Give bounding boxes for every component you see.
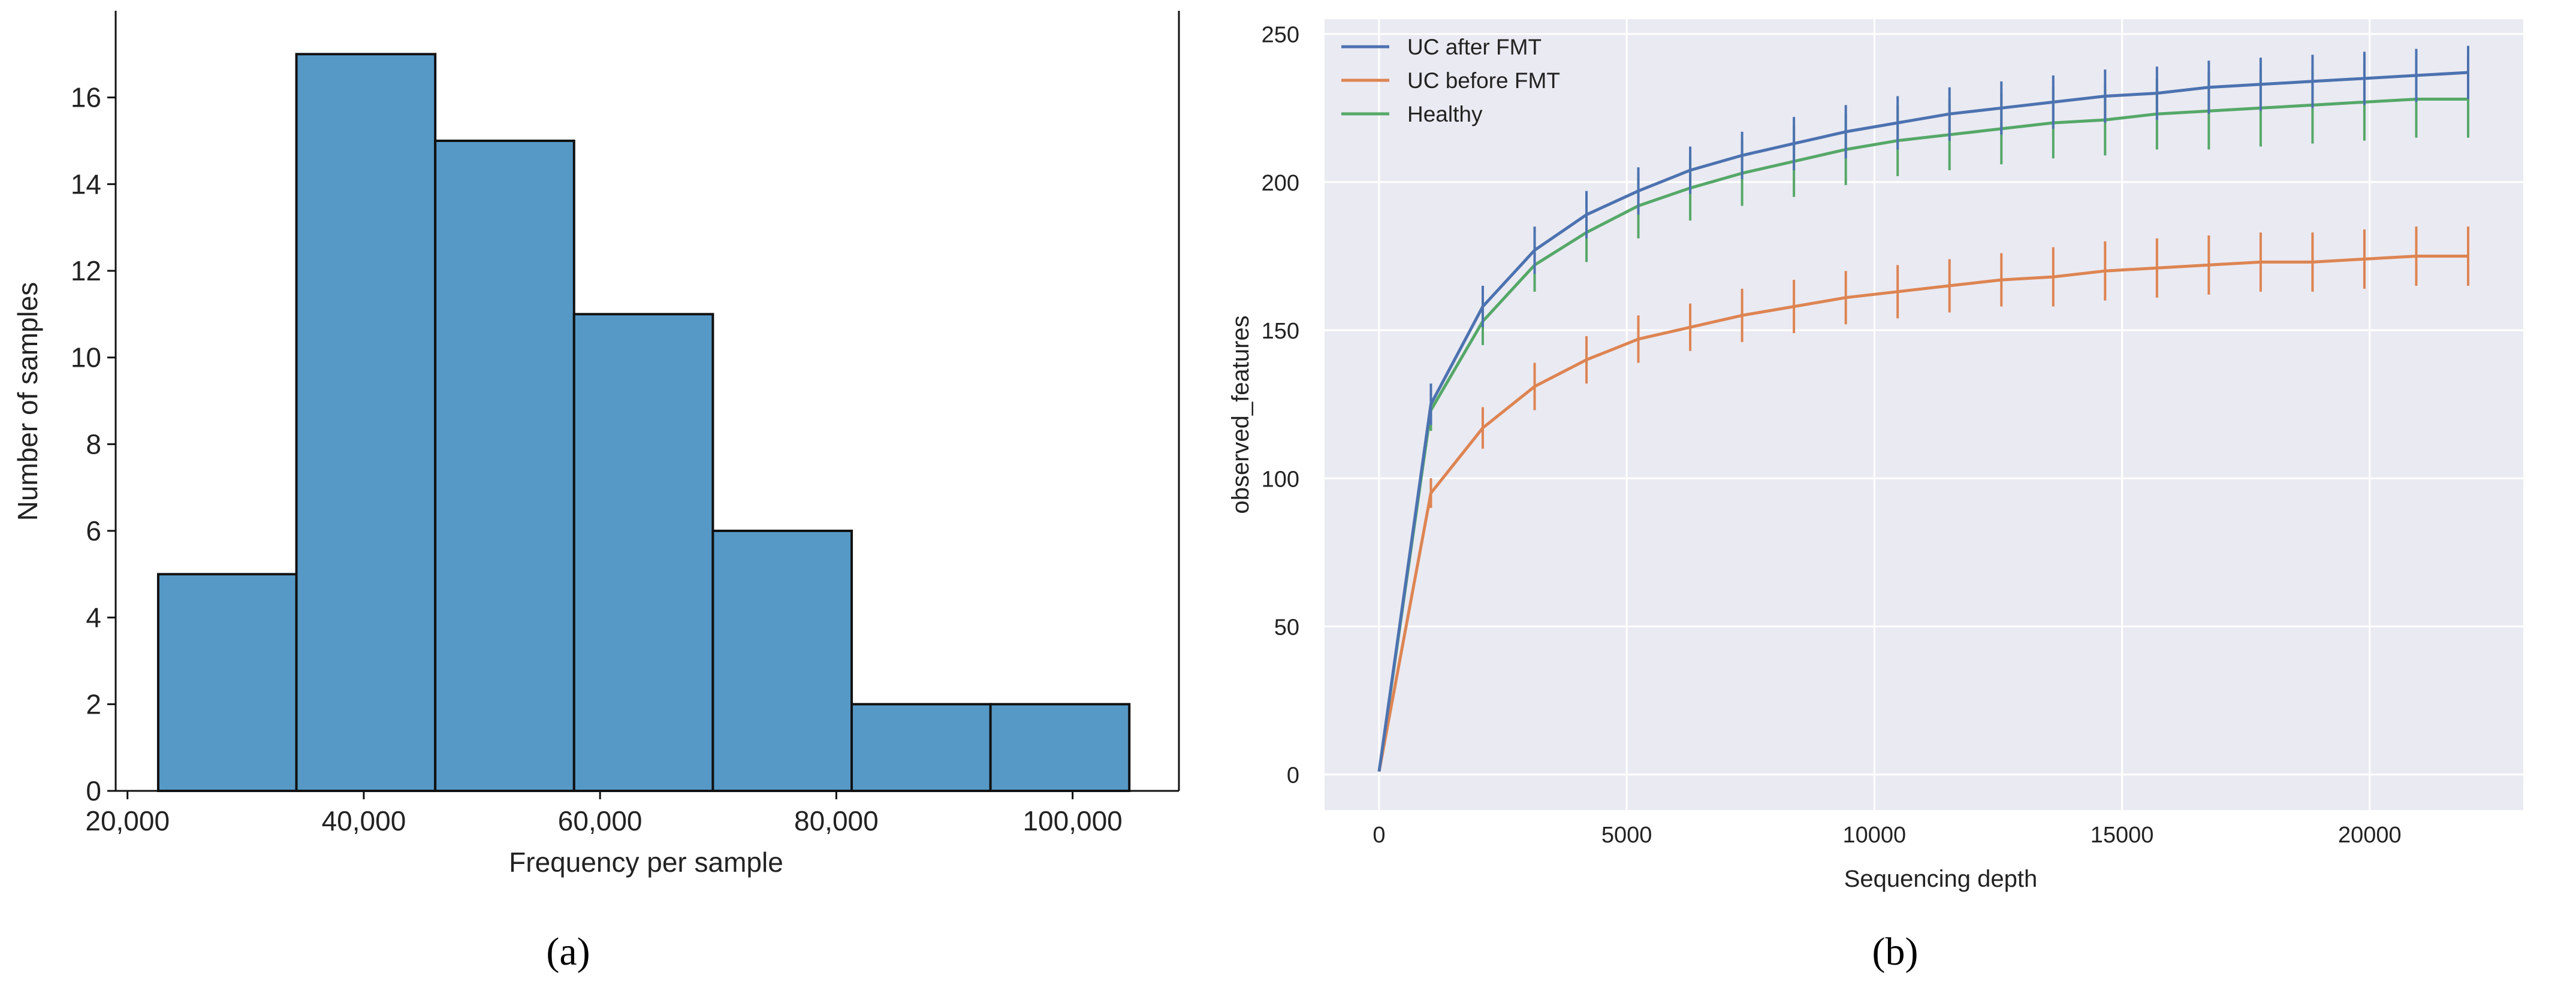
y-tick-label: 8 — [86, 428, 101, 460]
rarefaction-panel: 0 5000 10000 15000 20000 0 50 100 150 200 250 UC … — [1227, 19, 2523, 974]
rarefaction-x-axis-title: Sequencing depth — [1844, 866, 2038, 892]
gridlines — [1325, 19, 2523, 810]
legend-label: Healthy — [1407, 102, 1483, 126]
histogram-bar — [572, 313, 714, 792]
x-tick-label: 15000 — [2091, 823, 2154, 848]
x-tick-label: 100,000 — [1022, 805, 1122, 836]
x-tick-label: 40,000 — [322, 805, 406, 836]
x-tick-label: 20,000 — [85, 805, 170, 836]
y-tick-label: 14 — [71, 168, 101, 200]
y-tick-label: 0 — [1287, 763, 1299, 788]
y-tick-label: 0 — [86, 775, 101, 806]
histogram-y-ticks: 0 2 4 6 8 10 12 14 16 — [71, 82, 116, 806]
panel-a-label: (a) — [546, 930, 590, 974]
histogram-bar — [434, 140, 575, 792]
y-tick-label: 150 — [1262, 319, 1299, 344]
histogram-bars — [156, 53, 1131, 793]
y-tick-label: 2 — [86, 688, 101, 720]
histogram-y-axis-title: Number of samples — [12, 282, 43, 521]
histogram-x-ticks: 20,000 40,000 60,000 80,000 100,000 — [85, 791, 1123, 836]
histogram-bar — [850, 703, 992, 793]
histogram-x-axis-title: Frequency per sample — [509, 847, 783, 878]
x-tick-label: 0 — [1373, 823, 1385, 848]
x-tick-label: 5000 — [1601, 823, 1652, 848]
y-tick-label: 50 — [1274, 615, 1299, 640]
x-tick-label: 20000 — [2338, 823, 2402, 848]
plot-background — [1325, 19, 2523, 810]
x-tick-label: 10000 — [1843, 823, 1907, 848]
legend-label: UC after FMT — [1407, 35, 1542, 59]
series-line — [1377, 71, 2469, 772]
histogram-axes-frame — [114, 11, 1180, 792]
y-tick-label: 12 — [71, 255, 101, 286]
series-lines — [1377, 46, 2470, 772]
y-tick-label: 16 — [71, 82, 101, 113]
rarefaction-x-ticks: 0 5000 10000 15000 20000 — [1373, 823, 2401, 848]
histogram-panel: 20,000 40,000 60,000 80,000 100,000 0 2 4 6 8 10 1… — [12, 11, 1180, 974]
legend-label: UC before FMT — [1407, 68, 1560, 93]
histogram-bar — [989, 703, 1131, 793]
y-tick-label: 250 — [1262, 23, 1299, 48]
histogram-bar — [711, 530, 853, 792]
histogram-bar — [156, 573, 298, 792]
series-group — [1377, 226, 2470, 772]
x-tick-label: 60,000 — [558, 805, 643, 836]
series-line — [1377, 98, 2468, 772]
x-tick-label: 80,000 — [794, 805, 879, 836]
panel-b-label: (b) — [1872, 930, 1919, 974]
rarefaction-y-axis-title: observed_features — [1227, 315, 1254, 513]
y-tick-label: 10 — [71, 342, 101, 373]
rarefaction-y-ticks: 0 50 100 150 200 250 — [1262, 23, 1299, 788]
y-tick-label: 200 — [1262, 171, 1299, 196]
series-group — [1377, 46, 2470, 772]
legend: UC after FMT UC before FMT Healthy — [1341, 35, 1560, 126]
y-tick-label: 100 — [1262, 467, 1299, 492]
series-line — [1377, 255, 2468, 772]
y-tick-label: 6 — [86, 515, 101, 546]
histogram-bar — [295, 53, 437, 792]
y-tick-label: 4 — [86, 602, 101, 633]
